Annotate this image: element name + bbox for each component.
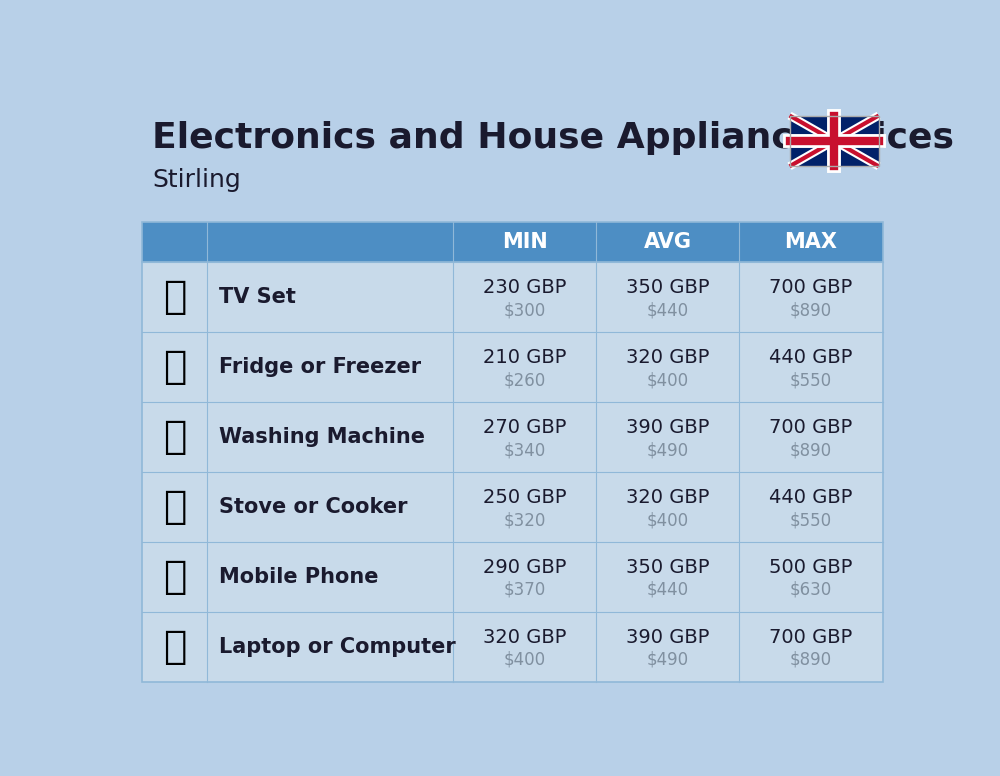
- Text: $400: $400: [504, 651, 546, 669]
- Text: $320: $320: [504, 511, 546, 529]
- Text: $370: $370: [504, 581, 546, 599]
- Text: 📺: 📺: [163, 278, 186, 316]
- Text: 700 GBP: 700 GBP: [769, 628, 853, 646]
- Text: 440 GBP: 440 GBP: [769, 488, 853, 507]
- Text: 700 GBP: 700 GBP: [769, 418, 853, 437]
- Text: 290 GBP: 290 GBP: [483, 558, 566, 577]
- Bar: [142, 402, 883, 472]
- Text: Washing Machine: Washing Machine: [219, 427, 425, 447]
- Text: MAX: MAX: [785, 232, 838, 252]
- Text: $490: $490: [647, 651, 689, 669]
- Text: 230 GBP: 230 GBP: [483, 278, 566, 297]
- Bar: [790, 116, 879, 166]
- Text: 390 GBP: 390 GBP: [626, 418, 709, 437]
- Text: $340: $340: [504, 441, 546, 459]
- Text: Fridge or Freezer: Fridge or Freezer: [219, 357, 421, 377]
- Text: 💻: 💻: [163, 628, 186, 666]
- Text: 🔥: 🔥: [163, 488, 186, 526]
- Text: Mobile Phone: Mobile Phone: [219, 566, 378, 587]
- Text: Stove or Cooker: Stove or Cooker: [219, 497, 407, 517]
- Text: $550: $550: [790, 511, 832, 529]
- Text: 210 GBP: 210 GBP: [483, 348, 566, 367]
- Text: 320 GBP: 320 GBP: [626, 348, 709, 367]
- Text: 350 GBP: 350 GBP: [626, 278, 709, 297]
- Text: 700 GBP: 700 GBP: [769, 278, 853, 297]
- Bar: [142, 472, 883, 542]
- Text: $630: $630: [790, 581, 832, 599]
- Text: $890: $890: [790, 651, 832, 669]
- Bar: [142, 222, 883, 262]
- Text: $400: $400: [647, 511, 689, 529]
- Text: 250 GBP: 250 GBP: [483, 488, 566, 507]
- Text: $890: $890: [790, 301, 832, 319]
- Text: 🧄: 🧄: [163, 348, 186, 386]
- Text: $440: $440: [647, 581, 689, 599]
- Text: $550: $550: [790, 371, 832, 390]
- Text: $890: $890: [790, 441, 832, 459]
- Text: 440 GBP: 440 GBP: [769, 348, 853, 367]
- Text: 390 GBP: 390 GBP: [626, 628, 709, 646]
- Text: 🧹: 🧹: [163, 418, 186, 456]
- Bar: [142, 262, 883, 332]
- Text: 270 GBP: 270 GBP: [483, 418, 566, 437]
- Text: $260: $260: [504, 371, 546, 390]
- Text: Electronics and House Appliance Prices: Electronics and House Appliance Prices: [152, 121, 954, 155]
- Text: Laptop or Computer: Laptop or Computer: [219, 637, 456, 656]
- Bar: [790, 116, 879, 166]
- Text: $440: $440: [647, 301, 689, 319]
- Bar: [142, 611, 883, 681]
- Bar: [142, 332, 883, 402]
- Bar: [142, 222, 883, 681]
- Text: TV Set: TV Set: [219, 287, 296, 307]
- Text: 📱: 📱: [163, 558, 186, 596]
- Text: 320 GBP: 320 GBP: [483, 628, 566, 646]
- Text: 350 GBP: 350 GBP: [626, 558, 709, 577]
- Text: $490: $490: [647, 441, 689, 459]
- Text: 320 GBP: 320 GBP: [626, 488, 709, 507]
- Text: $300: $300: [504, 301, 546, 319]
- Bar: [142, 542, 883, 611]
- Text: $400: $400: [647, 371, 689, 390]
- Text: AVG: AVG: [644, 232, 692, 252]
- Bar: [790, 116, 879, 166]
- Text: Stirling: Stirling: [152, 168, 241, 192]
- Text: MIN: MIN: [502, 232, 548, 252]
- Text: 500 GBP: 500 GBP: [769, 558, 853, 577]
